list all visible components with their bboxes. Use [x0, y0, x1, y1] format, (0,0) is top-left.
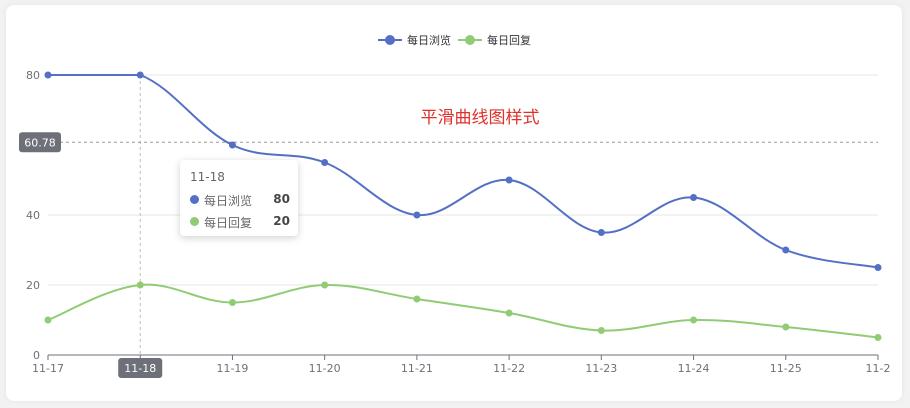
x-pointer-label-bg — [118, 358, 163, 378]
data-point — [228, 141, 236, 149]
series-dot-icon — [190, 195, 199, 204]
legend-item-label: 每日回复 — [487, 33, 531, 47]
x-tick-label: 11-23 — [585, 362, 617, 375]
series-dot-icon — [190, 217, 199, 226]
tooltip-series-name: 每日浏览 — [204, 194, 253, 208]
data-point — [44, 71, 52, 79]
legend-marker-icon — [465, 35, 475, 45]
y-tick-label: 0 — [33, 349, 40, 362]
data-point — [690, 194, 698, 201]
data-point — [782, 246, 790, 254]
x-tick-label: 11-25 — [770, 362, 802, 375]
data-point — [228, 299, 236, 306]
data-point — [136, 281, 144, 289]
tooltip-row: 每日回复 20 — [190, 214, 290, 230]
data-point — [597, 229, 605, 236]
tooltip-series-value: 20 — [273, 214, 290, 228]
y-pointer-label: 60.78 — [24, 136, 56, 149]
data-point — [44, 316, 52, 324]
x-tick-label: 11-22 — [493, 362, 525, 375]
y-tick-label: 80 — [26, 69, 40, 82]
data-point — [690, 316, 698, 324]
y-tick-label: 40 — [26, 209, 40, 222]
series-line — [47, 283, 879, 339]
tooltip-row: 每日浏览 80 — [190, 192, 290, 208]
x-tick-label: 11-17 — [32, 362, 64, 375]
y-pointer-label-bg — [19, 132, 61, 153]
data-point — [505, 176, 513, 184]
x-tick-label: 11-24 — [678, 362, 710, 375]
x-tick-label: 11-21 — [401, 362, 433, 375]
data-point — [321, 159, 329, 166]
data-point — [782, 323, 790, 331]
data-point — [136, 71, 144, 79]
data-point — [597, 327, 605, 334]
x-tick-label: 11-2 — [866, 362, 891, 375]
chart-title: 平滑曲线图样式 — [421, 108, 540, 128]
series-line — [47, 73, 879, 269]
legend-item-label: 每日浏览 — [407, 33, 451, 47]
tooltip-series-value: 80 — [273, 192, 290, 206]
data-point — [505, 309, 513, 317]
y-tick-label: 20 — [26, 279, 40, 292]
data-point — [874, 264, 882, 271]
data-point — [321, 281, 329, 289]
tooltip-title: 11-18 — [190, 170, 225, 184]
x-pointer-label: 11-18 — [124, 362, 156, 375]
data-point — [413, 295, 421, 303]
tooltip-series-name: 每日回复 — [204, 216, 253, 230]
data-point — [874, 334, 882, 341]
x-tick-label: 11-20 — [309, 362, 341, 375]
data-point — [413, 211, 421, 219]
chart-tooltip: 11-18 每日浏览 80 每日回复 20 — [180, 160, 298, 236]
x-tick-label: 11-19 — [216, 362, 248, 375]
legend-marker-icon — [385, 35, 395, 45]
